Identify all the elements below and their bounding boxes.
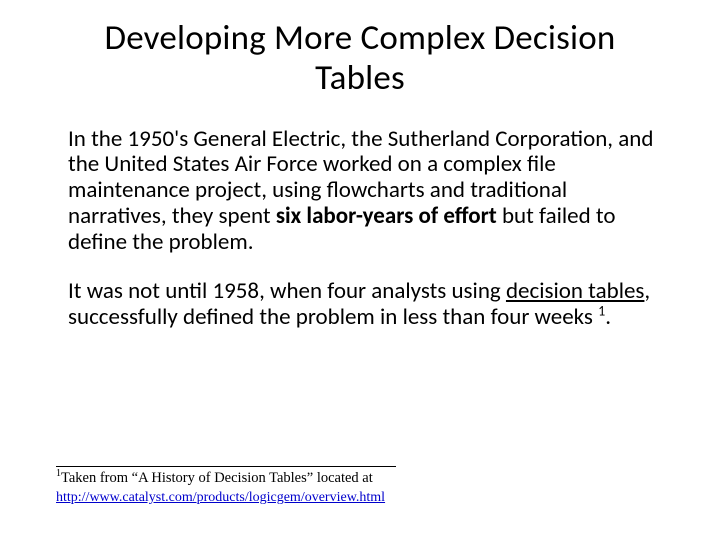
slide-title: Developing More Complex Decision Tables: [56, 18, 664, 99]
para2-underline: decision tables: [506, 277, 644, 305]
footnote-block: 1Taken from “A History of Decision Table…: [56, 466, 476, 506]
footnote-text-a: Taken from “A History of Decision Tables…: [61, 470, 373, 486]
para1-bold: six labor-years of effort: [276, 202, 497, 230]
slide: Developing More Complex Decision Tables …: [0, 0, 720, 540]
footnote-link[interactable]: http://www.catalyst.com/products/logicge…: [56, 490, 385, 505]
para2-text-c: .: [605, 303, 611, 331]
paragraph-1: In the 1950's General Electric, the Suth…: [56, 127, 664, 256]
para2-text-a: It was not until 1958, when four analyst…: [68, 277, 506, 305]
footnote-line-1: 1Taken from “A History of Decision Table…: [56, 469, 476, 487]
footnote-rule: [56, 466, 396, 467]
paragraph-2: It was not until 1958, when four analyst…: [56, 279, 664, 331]
